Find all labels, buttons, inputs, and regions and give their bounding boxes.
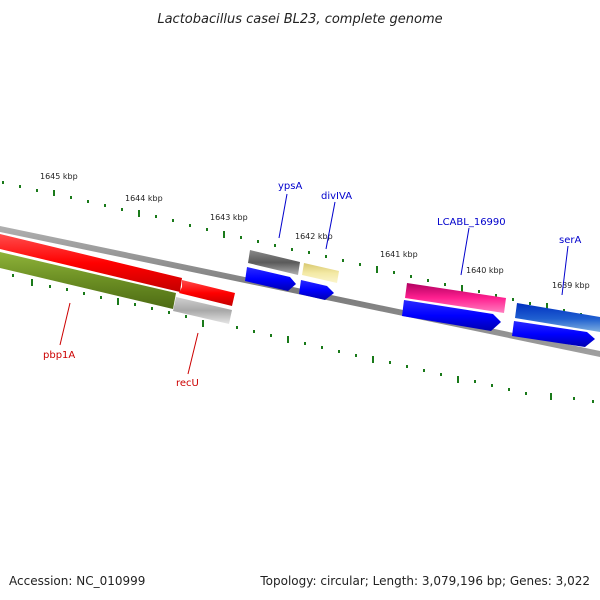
serA-cds-arrow[interactable] (512, 321, 595, 347)
ruler-tick-label: 1645 kbp (40, 172, 78, 181)
ruler-tick-label: 1639 kbp (552, 281, 590, 290)
ypsA-cds-arrow[interactable] (245, 267, 296, 291)
ypsA-feature[interactable] (248, 250, 300, 275)
divIVA-cds-arrow[interactable] (299, 280, 334, 300)
olive-track-feature[interactable] (0, 252, 176, 309)
gene-label-recU[interactable]: recU (176, 378, 199, 389)
gene-label-pbp1A[interactable]: pbp1A (43, 350, 75, 361)
ruler-tick-label: 1644 kbp (125, 194, 163, 203)
gene-label-LCABL_16990[interactable]: LCABL_16990 (437, 217, 506, 228)
LCABL_16990-feature[interactable] (405, 283, 506, 313)
gene-label-leaders (59, 193, 569, 375)
gc-dots-lower (12, 274, 594, 403)
ruler-tick-label: 1640 kbp (466, 266, 504, 275)
recU-feature[interactable] (179, 280, 235, 306)
gray-track-feature[interactable] (173, 297, 232, 324)
ruler-tick-label: 1643 kbp (210, 213, 248, 222)
genome-summary-label: Topology: circular; Length: 3,079,196 bp… (260, 574, 590, 588)
map-title: Lactobacillus casei BL23, complete genom… (157, 12, 442, 27)
accession-label: Accession: NC_010999 (9, 574, 146, 588)
divIVA-feature[interactable] (302, 263, 339, 283)
gene-label-ypsA[interactable]: ypsA (278, 181, 302, 192)
pbp1A-feature[interactable] (0, 234, 182, 292)
gene-label-divIVA[interactable]: divIVA (321, 191, 352, 202)
ruler-tick-label: 1641 kbp (380, 250, 418, 259)
serA-feature[interactable] (515, 303, 600, 332)
gene-label-serA[interactable]: serA (559, 235, 581, 246)
ruler-tick-label: 1642 kbp (295, 232, 333, 241)
gc-dots-upper (2, 181, 598, 320)
LCABL_16990-cds-arrow[interactable] (402, 300, 501, 331)
